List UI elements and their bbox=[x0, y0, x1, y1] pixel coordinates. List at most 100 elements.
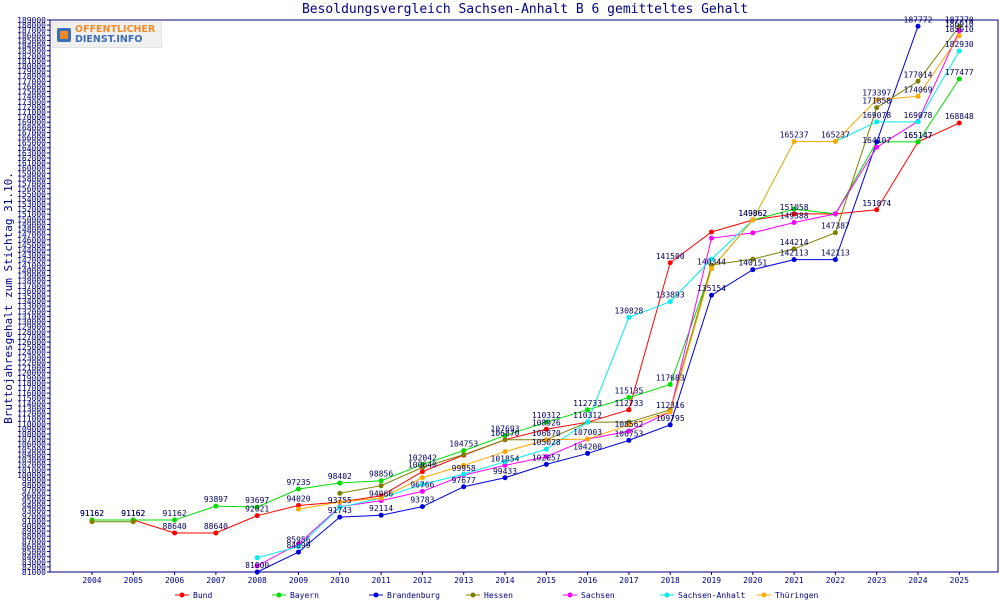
y-tick-label: 90000 bbox=[22, 522, 46, 531]
data-label-thueringen: 165237 bbox=[780, 130, 809, 139]
legend-marker-bayern bbox=[276, 592, 282, 598]
data-label-sachsen: 101854 bbox=[491, 454, 520, 463]
data-point-bayern bbox=[956, 76, 962, 82]
y-tick-label: 131000 bbox=[17, 312, 46, 321]
y-tick-label: 169000 bbox=[17, 118, 46, 127]
legend: Bund Bayern Brandenburg Hessen Sachsen Sachse… bbox=[175, 591, 819, 600]
legend-marker-sachsen bbox=[567, 592, 573, 598]
data-label-bayern: 117683 bbox=[656, 374, 685, 383]
y-tick-label: 188000 bbox=[17, 21, 46, 30]
y-tick-label: 115000 bbox=[17, 394, 46, 403]
y-tick-label: 132000 bbox=[17, 307, 46, 316]
y-tick-label: 181000 bbox=[17, 57, 46, 66]
data-point-thueringen bbox=[791, 138, 797, 144]
y-tick-label: 102000 bbox=[17, 461, 46, 470]
data-point-bund bbox=[172, 530, 178, 536]
data-label-bayern: 104753 bbox=[449, 440, 478, 449]
data-label-bayern: 98856 bbox=[369, 470, 393, 479]
y-tick-label: 154000 bbox=[17, 195, 46, 204]
y-tick-label: 174000 bbox=[17, 93, 46, 102]
data-point-thueringen bbox=[337, 499, 343, 505]
data-label-brandenburg: 84899 bbox=[286, 541, 310, 550]
y-tick-label: 159000 bbox=[17, 169, 46, 178]
data-point-bund bbox=[874, 207, 880, 213]
x-tick-label: 2012 bbox=[413, 576, 432, 585]
y-tick-label: 111000 bbox=[17, 415, 46, 424]
y-tick-label: 91000 bbox=[22, 517, 46, 526]
data-point-hessen bbox=[378, 483, 384, 489]
data-label-bund: 149862 bbox=[738, 209, 767, 218]
data-point-bayern bbox=[213, 503, 219, 509]
data-point-sachsen bbox=[502, 462, 508, 468]
data-label-sachsen-anhalt: 130828 bbox=[614, 306, 643, 315]
data-point-brandenburg bbox=[254, 569, 260, 575]
data-label-bund: 151058 bbox=[780, 203, 809, 212]
data-label-bund: 91162 bbox=[121, 509, 145, 518]
data-point-bund bbox=[791, 211, 797, 217]
y-axis-label: Bruttojahresgehalt zum Stichtag 31.10. bbox=[2, 172, 15, 424]
y-tick-label: 119000 bbox=[17, 374, 46, 383]
data-point-sachsen-anhalt bbox=[585, 419, 591, 425]
data-label-sachsen: 93755 bbox=[328, 496, 352, 505]
series-line-hessen bbox=[339, 25, 960, 494]
data-label-brandenburg: 99433 bbox=[493, 467, 517, 476]
data-label-brandenburg: 140151 bbox=[738, 259, 767, 268]
logo-mark-icon bbox=[57, 28, 71, 42]
y-tick-label: 179000 bbox=[17, 67, 46, 76]
y-tick-label: 182000 bbox=[17, 52, 46, 61]
data-label-bayern: 91162 bbox=[163, 509, 187, 518]
data-point-sachsen bbox=[750, 230, 756, 236]
data-label-sachsen-anhalt: 85956 bbox=[286, 536, 310, 545]
y-tick-label: 108000 bbox=[17, 430, 46, 439]
data-label-bund: 106870 bbox=[491, 429, 520, 438]
data-point-sachsen-anhalt bbox=[626, 314, 632, 320]
data-label-bund: 110312 bbox=[573, 411, 602, 420]
data-point-bund bbox=[419, 469, 425, 475]
y-tick-label: 130000 bbox=[17, 318, 46, 327]
y-tick-label: 155000 bbox=[17, 190, 46, 199]
y-tick-label: 180000 bbox=[17, 62, 46, 71]
y-tick-label: 156000 bbox=[17, 185, 46, 194]
y-tick-label: 147000 bbox=[17, 231, 46, 240]
x-tick-label: 2023 bbox=[867, 576, 886, 585]
y-tick-label: 135000 bbox=[17, 292, 46, 301]
data-label-bayern: 165147 bbox=[904, 131, 933, 140]
data-label-sachsen-anhalt: 169078 bbox=[904, 111, 933, 120]
plot-frame bbox=[49, 19, 999, 573]
data-label-bund: 94020 bbox=[286, 494, 310, 503]
logo-line-2: DIENST.INFO bbox=[75, 34, 143, 45]
legend-label-sachsen-anhalt: Sachsen-Anhalt bbox=[678, 591, 746, 600]
data-label-thueringen: 174069 bbox=[904, 85, 933, 94]
y-tick-label: 98000 bbox=[22, 481, 46, 490]
data-point-sachsen-anhalt bbox=[502, 459, 508, 465]
y-tick-label: 165000 bbox=[17, 139, 46, 148]
data-point-sachsen bbox=[832, 211, 838, 217]
data-label-bund: 168848 bbox=[945, 112, 974, 121]
data-label-bayern: 91162 bbox=[121, 509, 145, 518]
data-label-sachsen-anhalt: 133893 bbox=[656, 291, 685, 300]
data-point-thueringen bbox=[419, 475, 425, 481]
y-tick-label: 118000 bbox=[17, 379, 46, 388]
data-label-brandenburg: 106753 bbox=[614, 429, 643, 438]
data-point-bund bbox=[709, 229, 714, 235]
data-point-sachsen-anhalt bbox=[337, 504, 343, 510]
data-point-hessen bbox=[461, 452, 467, 458]
x-tick-label: 2006 bbox=[165, 576, 184, 585]
data-label-bund: 91162 bbox=[80, 509, 104, 518]
y-tick-label: 100000 bbox=[17, 471, 46, 480]
legend-marker-bund bbox=[179, 592, 185, 598]
x-tick-label: 2020 bbox=[743, 576, 762, 585]
y-tick-label: 113000 bbox=[17, 404, 46, 413]
y-tick-label: 107000 bbox=[17, 435, 46, 444]
data-label-bund: 88640 bbox=[204, 522, 228, 531]
y-tick-label: 101000 bbox=[17, 466, 46, 475]
data-point-sachsen-anhalt bbox=[419, 481, 425, 487]
data-label-bund: 100640 bbox=[408, 461, 437, 470]
data-label-bayern: 112733 bbox=[573, 399, 602, 408]
data-point-thueringen bbox=[543, 437, 549, 443]
data-point-sachsen bbox=[626, 428, 632, 434]
logo-line-1: OFFENTLICHER bbox=[75, 24, 156, 35]
data-label-brandenburg: 142113 bbox=[780, 249, 809, 258]
data-label-sachsen: 164107 bbox=[862, 136, 891, 145]
data-label-brandenburg: 92114 bbox=[369, 504, 393, 513]
